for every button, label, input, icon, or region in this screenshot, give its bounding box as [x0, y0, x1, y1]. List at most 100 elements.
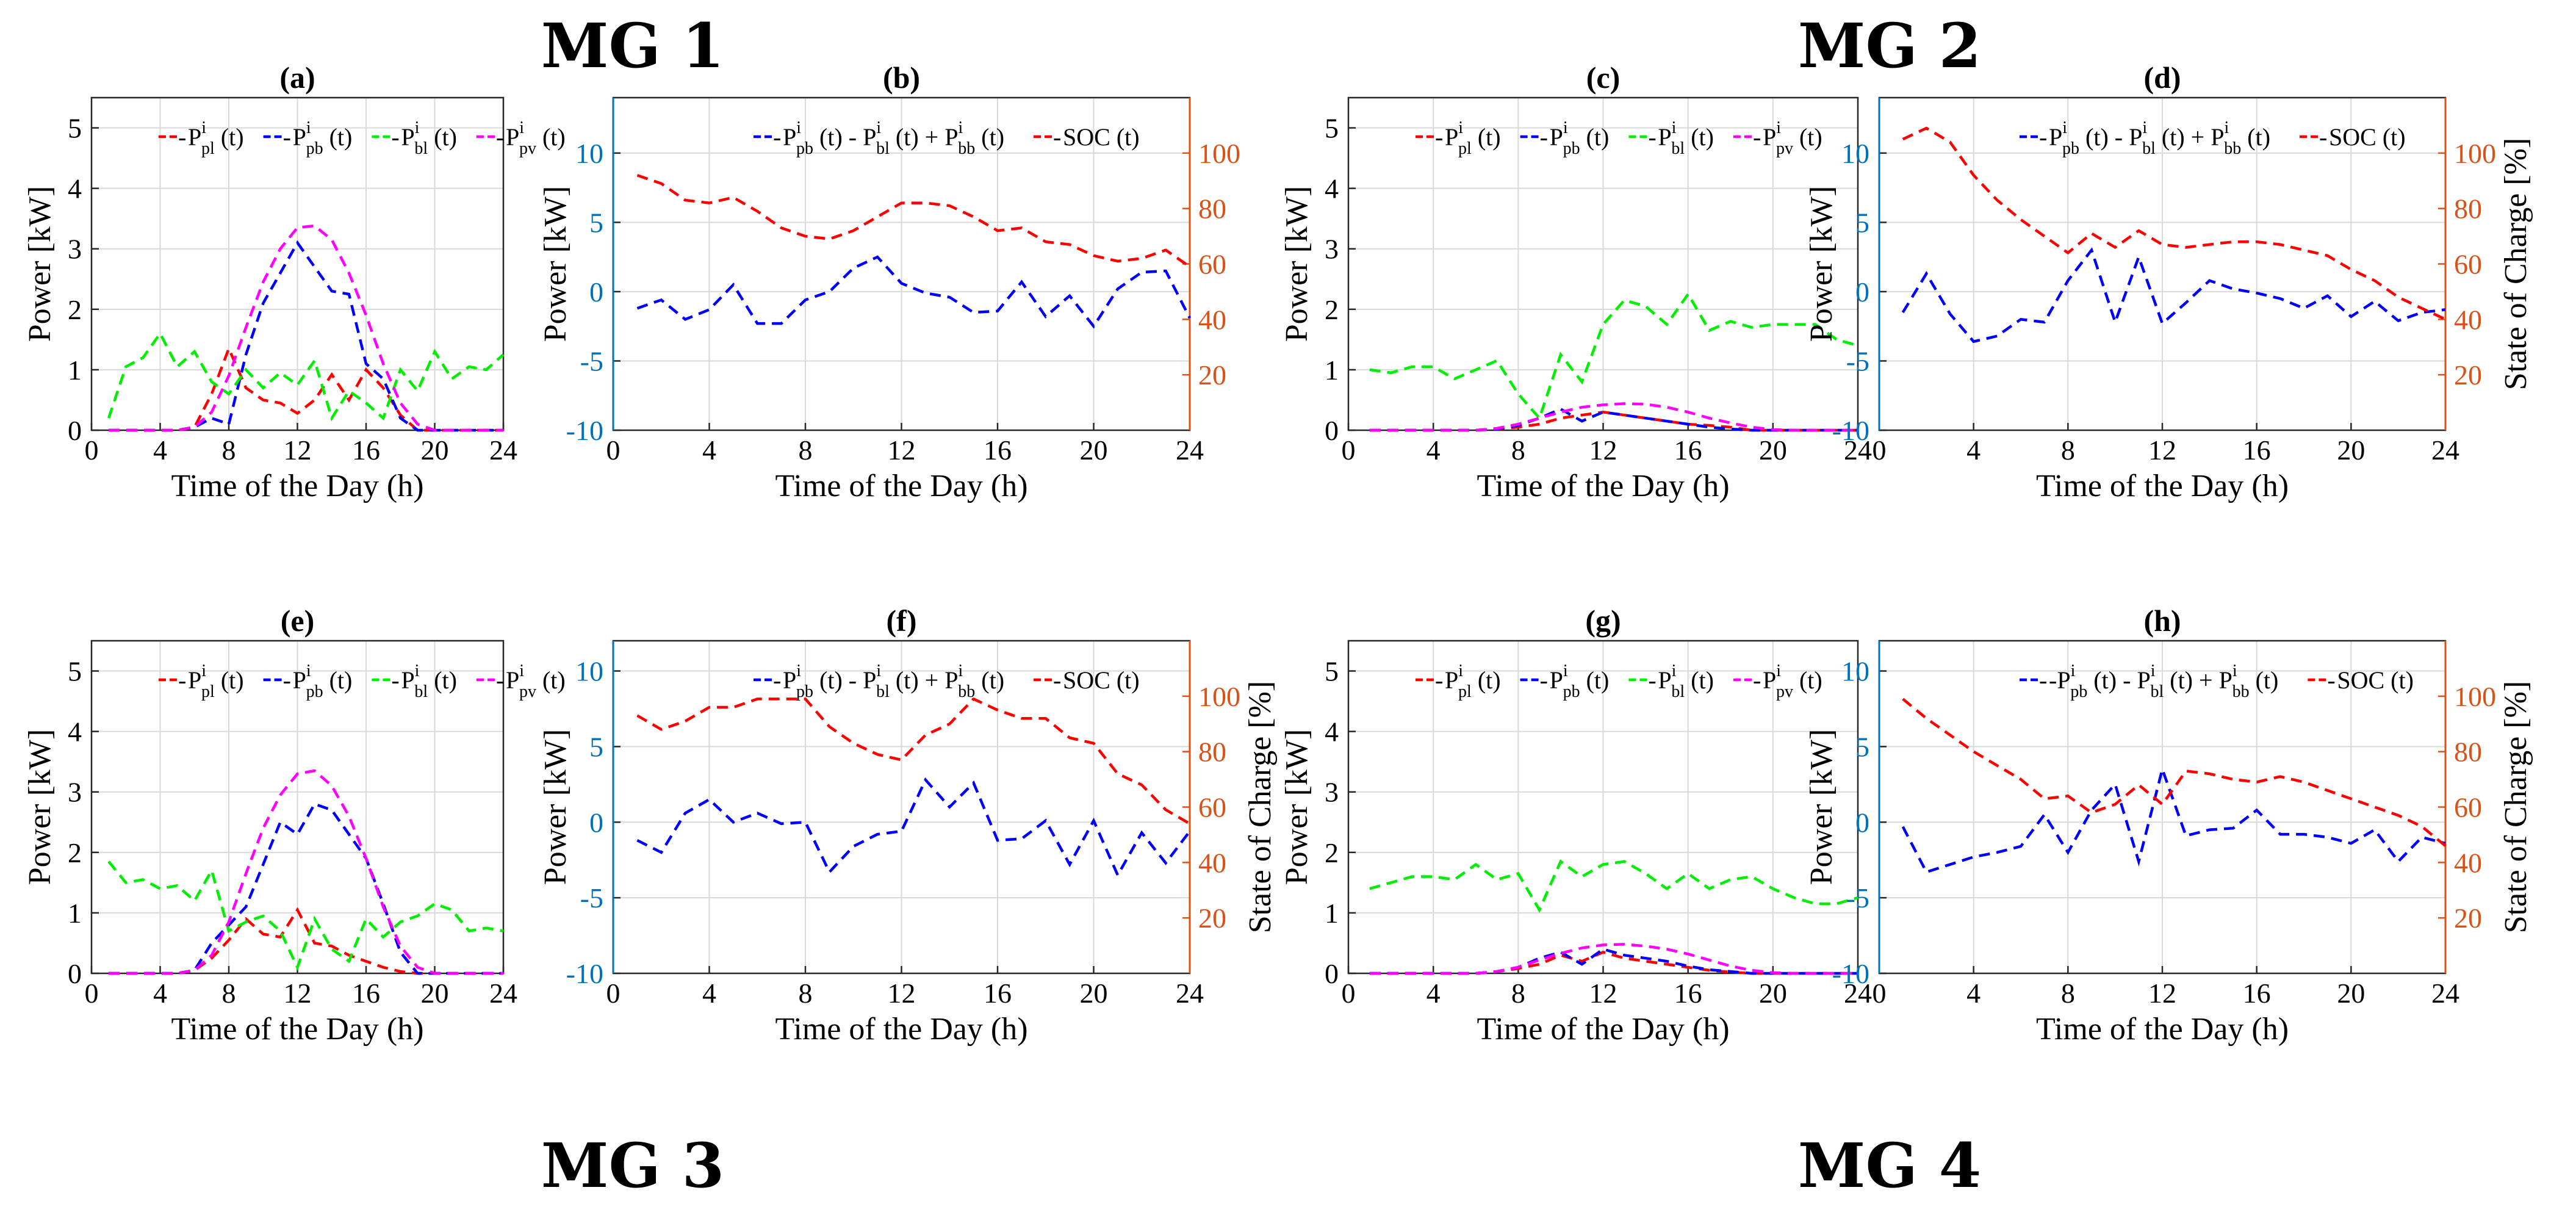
series-line-pb — [1369, 947, 1858, 975]
y-axis-label: Power [kW] — [1804, 186, 1839, 342]
legend-label-net-symbol: P — [2219, 666, 2232, 694]
legend-label-net-subscript: bl — [876, 139, 890, 158]
legend-label-pb-tail: (t) — [323, 666, 353, 694]
legend-label-bl-subscript: bl — [1671, 139, 1685, 158]
legend-label-net-tail: (t) + — [890, 123, 944, 151]
legend-label-pl-symbol: P — [188, 123, 201, 151]
series-line-pv — [109, 769, 503, 975]
legend-label-pb-superscript: i — [1563, 118, 1568, 137]
y-right-tick-label: 100 — [1198, 138, 1240, 169]
y-right-tick-label: 20 — [1198, 903, 1226, 934]
x-tick-label: 16 — [984, 978, 1012, 1009]
plot-frame — [1347, 640, 1859, 975]
legend-label-soc: SOC (t) — [1063, 123, 1140, 151]
y-tick-label: 1 — [68, 898, 82, 929]
legend-label-net-symbol: P — [863, 666, 876, 694]
legend-sign-bl: - — [391, 123, 399, 151]
legend-label-pl-tail: (t) — [1472, 123, 1501, 151]
x-tick-label: 12 — [888, 434, 916, 466]
legend-label-net-subscript: bl — [2150, 682, 2164, 701]
legend-sign-bl: - — [1648, 666, 1656, 694]
legend-label-soc: SOC (t) — [1063, 666, 1140, 694]
legend-label-pb-superscript: i — [306, 662, 311, 680]
group-label-mg1: MG 1 — [541, 10, 725, 82]
legend-label-pl-subscript: pl — [201, 682, 215, 701]
y-axis-right-label: State of Charge [%] — [2499, 138, 2533, 390]
y-tick-label: 10 — [1841, 656, 1869, 687]
legend-sign-pb: - — [1540, 123, 1548, 151]
y-right-tick-label: 100 — [1198, 681, 1240, 712]
y-tick-label: 1 — [1325, 898, 1339, 929]
y-tick-label: 0 — [589, 807, 603, 838]
legend-label-pb: Pi pb (t) — [1550, 118, 1610, 158]
y-right-tick-label: 20 — [1198, 359, 1226, 391]
legend-label-net-symbol: P — [2129, 123, 2142, 151]
panel-title: (e) — [281, 604, 315, 638]
legend-label-pb-superscript: i — [1563, 662, 1568, 680]
legend-label-pl-subscript: pl — [1458, 682, 1472, 701]
legend-label-net-superscript: i — [2151, 662, 2156, 680]
y-tick-label: 0 — [1325, 415, 1339, 446]
x-tick-label: 0 — [85, 434, 99, 466]
y-axis-right-label: State of Charge [%] — [2499, 681, 2533, 933]
x-tick-label: 0 — [1342, 978, 1356, 1009]
legend-label-pl-tail: (t) — [1472, 666, 1501, 694]
legend-label-bl-superscript: i — [1672, 662, 1677, 680]
y-tick-label: 2 — [1325, 294, 1339, 325]
legend-label-net-subscript: pb — [2062, 139, 2079, 158]
x-tick-label: 4 — [702, 978, 716, 1009]
y-tick-label: -10 — [1832, 958, 1869, 989]
legend-label-bl-subscript: bl — [414, 139, 428, 158]
legend-sign-pb: - — [283, 123, 291, 151]
x-tick-label: 20 — [421, 434, 449, 466]
legend-label-net-symbol: P — [2211, 123, 2224, 151]
legend-label-pl-symbol: P — [1445, 123, 1458, 151]
legend-label-pl-tail: (t) — [215, 666, 244, 694]
panel-title: (d) — [2143, 60, 2181, 95]
y-tick-label: 4 — [68, 173, 82, 204]
panel-title: (c) — [1586, 60, 1621, 95]
legend-label-net: Pi pb (t) - Pi bl (t) + Pi bb (t) — [783, 118, 1004, 158]
panel-title: (b) — [883, 60, 920, 95]
legend-label-net-superscript: i — [2232, 662, 2237, 680]
x-axis-label: Time of the Day (h) — [2036, 1012, 2289, 1047]
x-axis-label: Time of the Day (h) — [775, 1012, 1027, 1047]
x-tick-label: 0 — [1873, 434, 1887, 466]
series-line-pl — [109, 345, 503, 432]
y-axis-label: Power [kW] — [1279, 729, 1314, 885]
legend-sign-net: - — [773, 666, 781, 694]
x-tick-label: 8 — [799, 434, 813, 466]
legend-label-pv-symbol: P — [1763, 123, 1776, 151]
series-line-bl — [1369, 859, 1858, 913]
series-line-pv — [1369, 943, 1858, 975]
series-line-net — [1901, 764, 2446, 874]
legend-label-net-subscript: pb — [796, 139, 813, 158]
x-tick-label: 24 — [1176, 434, 1204, 466]
legend-label-bl-tail: (t) — [1685, 123, 1714, 151]
legend-label-net-superscript: i — [796, 662, 801, 680]
y-tick-label: -5 — [580, 345, 603, 377]
legend-sign-pl: - — [178, 123, 186, 151]
legend-label-pb: Pi pb (t) — [293, 662, 353, 701]
legend-label-pv: Pi pv (t) — [506, 662, 566, 701]
y-right-tick-label: 20 — [2454, 903, 2482, 934]
y-tick-label: 0 — [1325, 958, 1339, 989]
group-label-mg4: MG 4 — [1798, 1130, 1982, 1202]
legend-sign-soc: - — [1053, 123, 1061, 151]
legend-sign-pv: - — [496, 123, 504, 151]
plot-frame — [90, 640, 505, 975]
legend-label-bl-subscript: bl — [1671, 682, 1685, 701]
x-tick-label: 24 — [489, 434, 517, 466]
y-tick-label: 0 — [1855, 807, 1869, 838]
legend-sign-net: - — [2039, 666, 2047, 694]
legend-label-pv-symbol: P — [1763, 666, 1776, 694]
legend-label-net-subscript: pb — [2070, 682, 2087, 701]
y-right-tick-label: 80 — [1198, 193, 1226, 225]
x-tick-label: 8 — [222, 434, 236, 466]
y-tick-label: 0 — [68, 415, 82, 446]
series-line-soc — [1902, 126, 2446, 321]
legend-label-net-symbol: P — [863, 123, 876, 151]
